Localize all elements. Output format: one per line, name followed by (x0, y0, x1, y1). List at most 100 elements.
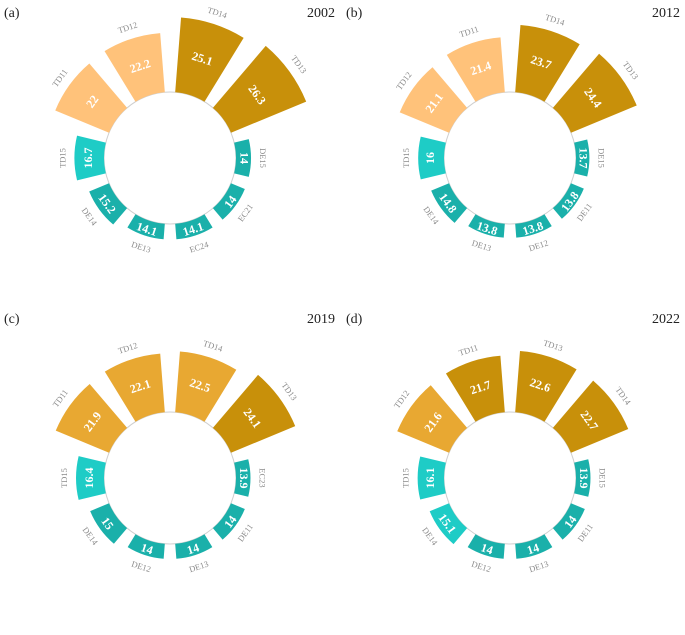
category-label: DE12 (130, 559, 152, 575)
bar-de11 (212, 503, 245, 540)
value-label: 14 (139, 540, 155, 557)
category-label: TD12 (392, 388, 412, 410)
bar-td15 (418, 136, 446, 180)
bar-td13 (552, 53, 637, 133)
category-label: TD15 (57, 148, 67, 168)
bar-td15 (74, 135, 106, 181)
bar-de11 (552, 503, 585, 540)
category-label: DE14 (81, 525, 101, 548)
bar-td11 (445, 355, 505, 422)
category-label: DE11 (235, 522, 255, 544)
category-label: DE14 (80, 206, 100, 229)
value-label: 22.6 (528, 375, 552, 395)
category-label: TD14 (613, 385, 633, 408)
bar-td14 (552, 380, 629, 453)
value-label: 21.4 (469, 58, 493, 78)
bar-de12 (127, 534, 165, 559)
value-label: 14.1 (135, 219, 159, 239)
category-label: TD15 (59, 468, 69, 488)
value-label: 16 (423, 152, 437, 164)
inner-ring (103, 91, 237, 225)
bar-td14 (515, 25, 580, 102)
panel-label: (b) (346, 6, 363, 21)
category-label: TD13 (542, 338, 564, 354)
bar-ec23 (234, 459, 251, 497)
value-label: 16.1 (423, 468, 437, 489)
category-label: TD13 (621, 59, 641, 81)
category-label: EC21 (235, 202, 254, 224)
category-label: DE13 (528, 559, 550, 575)
category-label: TD11 (458, 24, 480, 40)
bar-ec24 (175, 214, 213, 240)
category-label: TD11 (458, 342, 480, 358)
value-label: 14 (185, 540, 201, 557)
bar-de14 (89, 183, 128, 225)
bar-de12 (515, 214, 552, 238)
value-label: 14 (479, 540, 495, 557)
category-label: DE13 (130, 239, 152, 255)
panel-label: (c) (4, 312, 20, 327)
value-label: 22.2 (128, 56, 152, 76)
category-label: DE14 (420, 525, 440, 548)
category-label: DE15 (258, 148, 268, 168)
category-label: TD15 (401, 468, 411, 488)
bar-td12 (399, 67, 468, 133)
value-label: 13.8 (521, 218, 545, 238)
bar-de15 (234, 139, 251, 177)
category-label: DE11 (575, 522, 595, 544)
value-label: 25.1 (190, 49, 214, 69)
category-label: TD11 (50, 67, 70, 89)
bar-td12 (104, 33, 165, 102)
value-label: 14 (525, 540, 541, 557)
category-label: TD15 (401, 148, 411, 168)
bar-td15 (417, 456, 446, 500)
value-label: 14 (238, 152, 252, 164)
value-label: 22.1 (128, 376, 152, 396)
bar-td13 (212, 374, 296, 453)
category-label: DE11 (575, 201, 595, 223)
panel-year: 2002 (307, 6, 335, 21)
inner-ring (443, 411, 577, 545)
value-label: 13.9 (237, 468, 251, 489)
bar-de13 (515, 534, 553, 559)
bar-td13 (515, 350, 577, 422)
inner-ring (443, 91, 577, 225)
bar-de11 (552, 183, 584, 219)
value-label: 13.7 (577, 148, 591, 169)
bar-de13 (468, 214, 505, 238)
value-label: 13.8 (475, 218, 499, 238)
category-label: TD11 (50, 387, 70, 409)
panel-year: 2022 (652, 312, 680, 327)
category-label: DE14 (421, 204, 441, 227)
bar-de14 (431, 183, 468, 223)
bar-td15 (76, 456, 106, 500)
category-label: TD12 (117, 340, 139, 356)
value-label: 14.1 (181, 219, 205, 239)
bar-de13 (127, 214, 165, 240)
category-label: TD13 (279, 380, 299, 402)
category-label: TD14 (544, 12, 567, 28)
bar-td12 (397, 385, 468, 453)
panel-label: (d) (346, 312, 363, 327)
bar-de15 (574, 459, 591, 497)
value-label: 16.7 (81, 148, 95, 169)
bar-td11 (55, 63, 128, 133)
category-label: EC24 (188, 239, 210, 255)
panel-year: 2019 (307, 312, 335, 327)
panel-label: (a) (4, 6, 20, 21)
category-label: TD14 (206, 5, 229, 21)
bar-td14 (175, 351, 237, 422)
value-label: 22.5 (188, 375, 212, 395)
category-label: DE15 (596, 148, 606, 168)
bar-de12 (467, 534, 505, 559)
value-label: 23.7 (529, 52, 553, 72)
bar-td13 (212, 45, 307, 133)
inner-ring (103, 411, 237, 545)
category-label: TD12 (117, 20, 139, 36)
category-label: TD13 (289, 53, 309, 75)
